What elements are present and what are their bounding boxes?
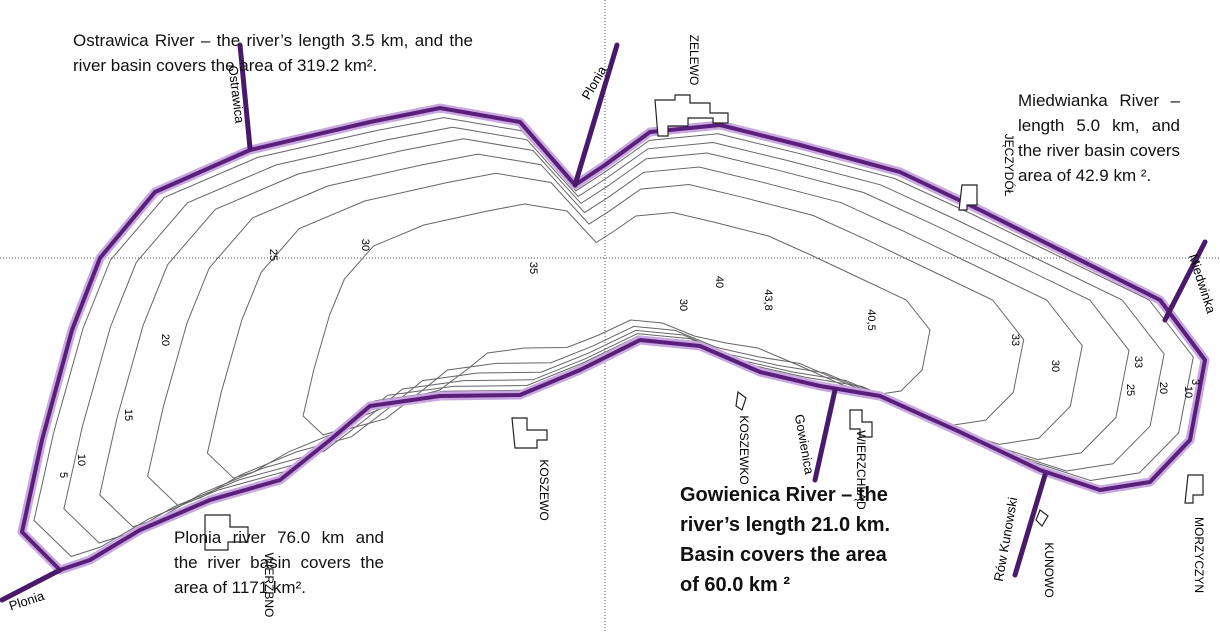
map-label: 43,8 (762, 289, 774, 310)
annotation: Gowienica River – the river’s length 21.… (680, 484, 891, 596)
river (0, 567, 63, 603)
map-label: 30 (359, 239, 371, 251)
town-shape (511, 417, 548, 449)
map-label: WIERZCHLĄD (854, 430, 868, 510)
map-label: WIERZBNO (262, 553, 276, 618)
rivers (0, 42, 1208, 603)
map-label: Miedwinka (1186, 252, 1219, 316)
map-label: 20 (159, 334, 171, 346)
river (1012, 472, 1048, 578)
map-label: KOSZEWO (537, 459, 551, 520)
map-label: KUNOWO (1042, 542, 1056, 597)
map-label: 25 (267, 249, 279, 261)
annotation: Plonia river 76.0 km and the river basin… (174, 528, 384, 597)
annotation: Ostrawica River – the river’s length 3.5… (73, 31, 473, 75)
annotation: Miedwianka River – length 5.0 km, and th… (1018, 91, 1180, 185)
map-label: 40,5 (865, 309, 877, 330)
map-label: 30 (677, 299, 689, 311)
map-label: ZELEWO (687, 35, 701, 86)
town-shape (654, 94, 729, 137)
map-label: 10 (1182, 386, 1194, 398)
town-shape (958, 184, 978, 211)
map-label: KOSZEWKO (737, 415, 751, 484)
map-label: Gowienica (792, 413, 817, 476)
contour (302, 203, 931, 436)
map-label: MORZYCZYN (1192, 517, 1206, 593)
town-shape (735, 390, 747, 411)
shoreline (20, 106, 1207, 572)
contour (147, 153, 1083, 506)
contours (33, 117, 1194, 558)
contour (206, 172, 1025, 479)
map-label: 20 (1157, 382, 1169, 394)
town-shape (849, 409, 873, 438)
map-label: 3 (1189, 379, 1201, 385)
map-label: 10 (75, 454, 87, 466)
river (1162, 239, 1208, 323)
contour (63, 126, 1165, 544)
river (237, 42, 253, 151)
map-label: 33 (1132, 356, 1144, 368)
town-shape (204, 514, 249, 551)
river (572, 42, 620, 188)
map-label: 30 (1049, 360, 1061, 372)
map-label: 40 (713, 276, 725, 288)
map-label: 5 (57, 472, 69, 478)
map-label: 35 (527, 262, 539, 274)
contour (99, 138, 1130, 528)
map-label: JĘCZYDÓŁ (1002, 134, 1017, 197)
town-shape (1035, 509, 1049, 527)
map-label: 15 (122, 409, 134, 421)
map-label: 33 (1009, 334, 1021, 346)
town-shape (1184, 474, 1204, 504)
town-shapes (204, 94, 1204, 551)
river (812, 387, 838, 483)
map-label: 25 (1124, 384, 1136, 396)
map-label: Ostrawica (226, 65, 248, 125)
